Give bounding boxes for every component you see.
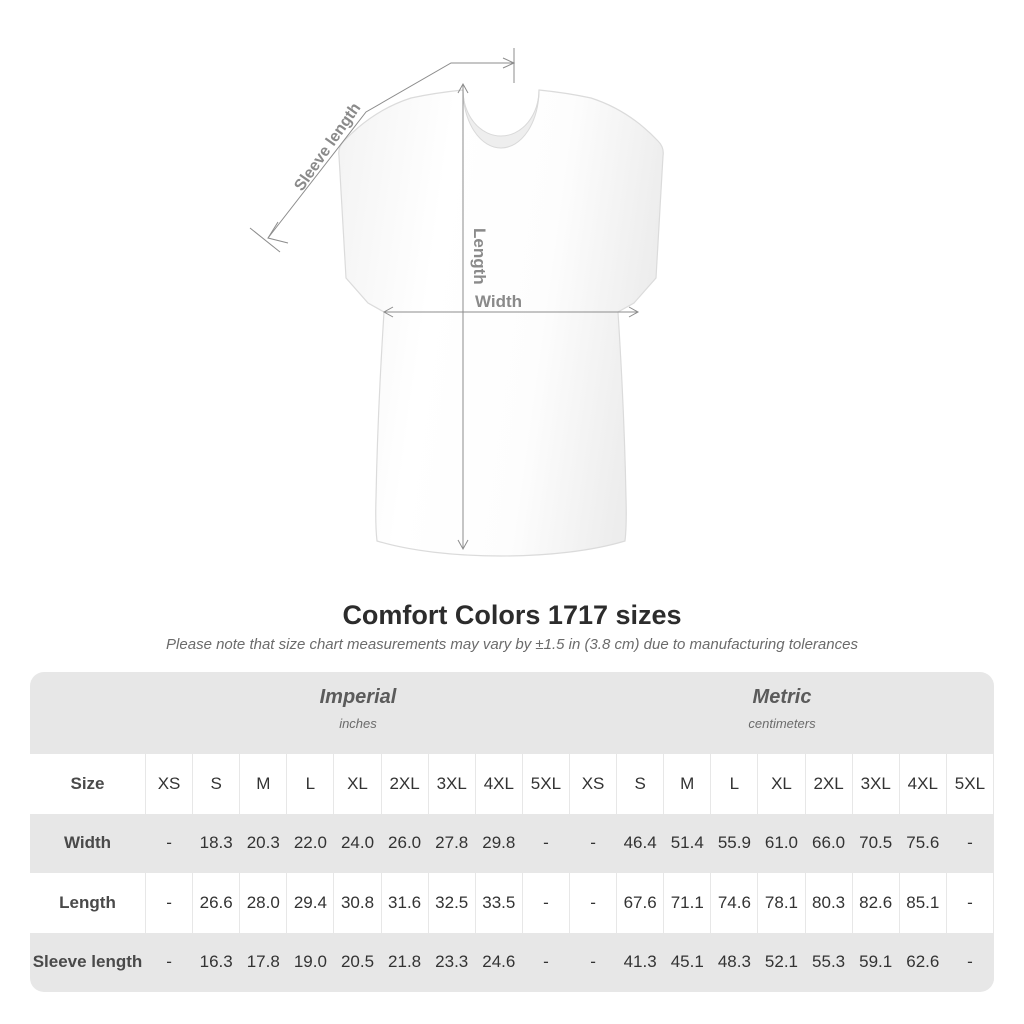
svg-text:Width: Width bbox=[475, 292, 522, 311]
svg-text:Length: Length bbox=[470, 228, 489, 285]
